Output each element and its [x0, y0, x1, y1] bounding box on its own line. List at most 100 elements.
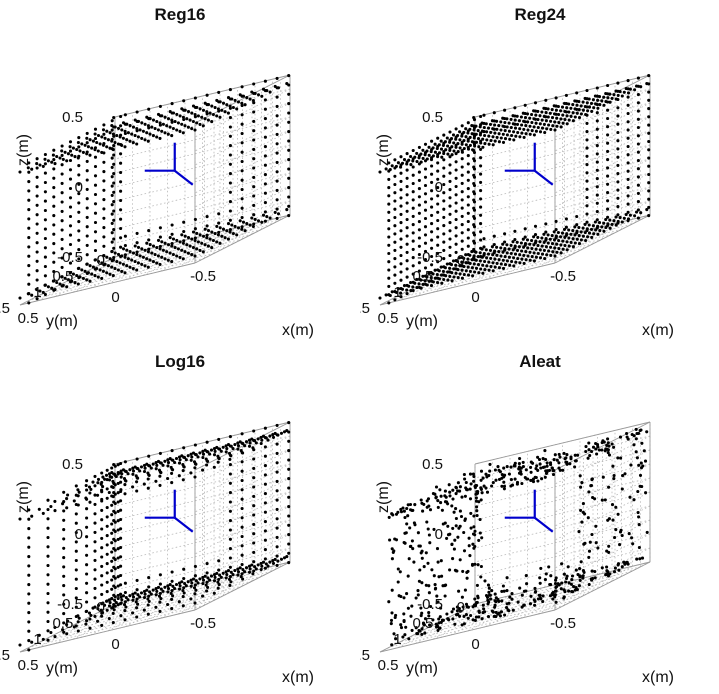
data-point [554, 585, 558, 589]
data-point [446, 278, 450, 282]
grid-lines [19, 421, 291, 653]
data-point [228, 575, 232, 579]
data-point [588, 453, 592, 458]
data-point [88, 491, 92, 495]
data-point [41, 290, 45, 294]
data-point [525, 477, 529, 481]
data-point [186, 580, 190, 584]
data-point [146, 139, 150, 143]
data-point [43, 255, 47, 259]
data-point [448, 188, 452, 192]
data-point [225, 229, 229, 233]
point-cloud-reg24 [378, 74, 651, 305]
data-point [110, 212, 114, 216]
data-point [454, 135, 458, 139]
data-point [435, 547, 440, 551]
data-point [263, 426, 267, 430]
data-point [27, 264, 31, 268]
data-point [136, 135, 140, 139]
data-point [112, 556, 116, 560]
data-point [472, 116, 476, 120]
data-point [399, 245, 403, 249]
data-point [612, 473, 616, 478]
data-point [96, 619, 100, 623]
data-point [433, 583, 437, 587]
data-point [26, 166, 30, 170]
data-point [503, 129, 507, 133]
data-point [632, 443, 636, 447]
data-point [411, 206, 415, 210]
data-point [433, 150, 437, 154]
data-point [60, 181, 64, 185]
data-point [405, 168, 409, 172]
data-point [86, 145, 90, 149]
data-point [228, 509, 232, 513]
data-point [399, 171, 403, 175]
data-point [626, 177, 630, 181]
data-point [472, 140, 476, 144]
data-point [170, 242, 174, 246]
data-point [490, 609, 494, 613]
data-point [495, 135, 499, 139]
x-tick-label: -0.5 [550, 268, 576, 285]
data-point [27, 536, 31, 540]
data-point [471, 472, 475, 476]
data-point [407, 637, 411, 641]
data-point [252, 550, 256, 554]
data-point [594, 541, 598, 545]
data-point [143, 248, 147, 252]
data-point [442, 232, 446, 236]
data-point [585, 220, 589, 224]
data-point [513, 122, 517, 126]
data-point [544, 98, 548, 102]
chart-aleat: Aleat0.50-0.500.511.50.50-0.5z(m)y(m)x(m… [360, 352, 674, 686]
data-point [403, 531, 407, 535]
data-point [209, 448, 214, 452]
data-point [606, 116, 610, 121]
data-point [417, 187, 421, 191]
data-point [252, 157, 256, 161]
data-point [181, 478, 185, 482]
data-point [466, 154, 470, 158]
data-point [287, 214, 291, 218]
data-point [263, 464, 267, 468]
data-point [454, 209, 458, 213]
data-point [630, 432, 634, 437]
data-point [567, 244, 571, 248]
data-point [27, 573, 31, 577]
data-point [508, 137, 512, 141]
data-point [505, 125, 509, 129]
data-point [550, 234, 554, 238]
data-point [523, 111, 527, 116]
data-point [158, 483, 162, 487]
data-point [147, 464, 151, 468]
data-point [451, 488, 455, 492]
data-point [275, 433, 279, 437]
data-point [60, 275, 64, 279]
axes-glyph [504, 142, 554, 186]
data-point [587, 223, 591, 227]
data-point [166, 258, 170, 262]
data-point [417, 170, 421, 174]
data-point [568, 462, 572, 466]
data-point [112, 528, 116, 532]
data-point [93, 512, 97, 516]
data-point [587, 582, 591, 587]
data-point [534, 121, 538, 125]
data-point [201, 455, 205, 460]
data-point [68, 252, 73, 256]
data-point [128, 265, 132, 269]
data-point [216, 586, 220, 590]
data-point [448, 130, 452, 134]
data-point [549, 127, 553, 131]
data-point [121, 136, 125, 140]
data-point [466, 195, 470, 199]
data-point [135, 129, 139, 133]
data-point [287, 439, 291, 443]
data-point [52, 186, 56, 190]
data-point [194, 588, 198, 592]
data-point [505, 117, 509, 121]
data-point [147, 247, 151, 251]
data-point [85, 197, 89, 201]
data-point [102, 216, 106, 220]
